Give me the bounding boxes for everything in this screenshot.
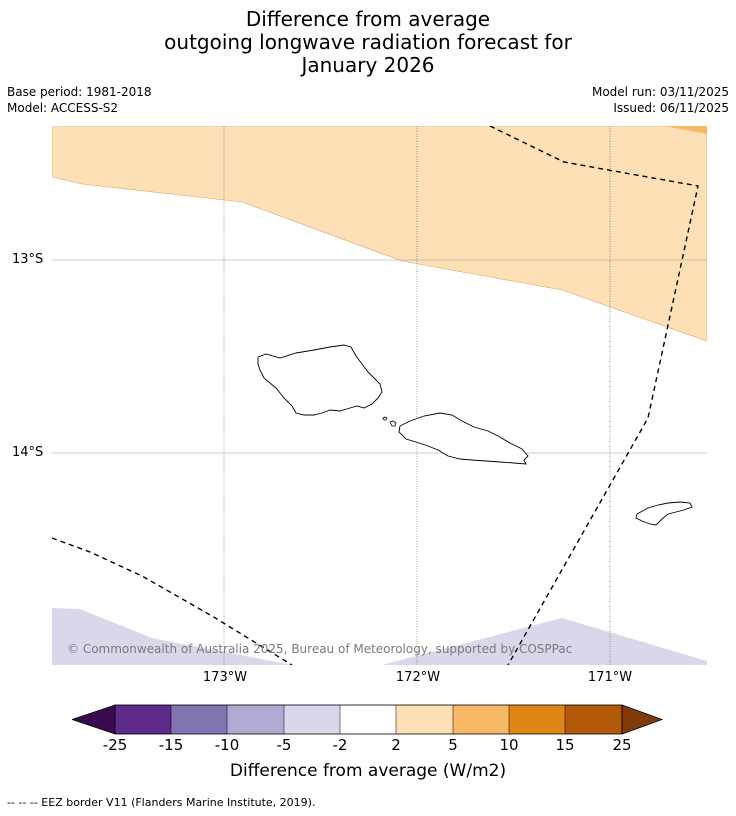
colorbar-arrow-low xyxy=(72,704,116,735)
colorbar-tick: 15 xyxy=(555,736,575,754)
colorbar-label: Difference from average (W/m2) xyxy=(229,761,507,781)
colorbar-arrow-high xyxy=(621,704,664,735)
base-period: Base period: 1981-2018 xyxy=(7,85,152,99)
map-panel xyxy=(52,126,707,665)
issued-date: Issued: 06/11/2025 xyxy=(613,101,729,115)
lat-label-14s: 14°S xyxy=(12,445,44,460)
colorbar-tick: -15 xyxy=(158,736,184,754)
colorbar-bin-neg15-neg10 xyxy=(171,705,227,734)
anomaly-area-neg5-neg2 xyxy=(52,608,292,665)
colorbar-bin-neg5-neg2 xyxy=(284,705,340,734)
colorbar-bin-neg25-neg15 xyxy=(115,705,171,734)
lon-label-173w: 173°W xyxy=(202,670,248,685)
title-line-3: January 2026 xyxy=(301,53,435,77)
eez-footnote: -- -- -- EEZ border V11 (Flanders Marine… xyxy=(7,796,316,809)
lon-label-171w: 171°W xyxy=(587,670,633,685)
colorbar-bin-10-15 xyxy=(509,705,565,734)
anomaly-area-5-10 xyxy=(664,126,707,134)
anomaly-area-2-5 xyxy=(52,126,707,342)
colorbar-tick: 5 xyxy=(448,736,458,754)
colorbar-tick: -5 xyxy=(276,736,292,754)
colorbar-bin-neg10-neg5 xyxy=(227,705,284,734)
meta-right: Model run: 03/11/2025 Issued: 06/11/2025 xyxy=(592,84,729,116)
eez-border-south xyxy=(52,537,293,665)
title-line-1: Difference from average xyxy=(245,7,491,31)
colorbar-bin-neg2-2 xyxy=(340,705,396,734)
meta-left: Base period: 1981-2018 Model: ACCESS-S2 xyxy=(7,84,152,116)
colorbar-tick: 10 xyxy=(499,736,519,754)
colorbar-bin-2-5 xyxy=(396,705,453,734)
island-apolima xyxy=(382,416,388,421)
island-tutuila xyxy=(635,501,693,526)
lon-label-172w: 172°W xyxy=(395,670,441,685)
colorbar-bin-15-25 xyxy=(565,705,622,734)
colorbar-tick: 2 xyxy=(391,736,401,754)
map-svg xyxy=(52,126,707,665)
colorbar-tick: -25 xyxy=(102,736,128,754)
colorbar-tick: -2 xyxy=(332,736,348,754)
chart-title: Difference from average outgoing longwav… xyxy=(0,8,736,77)
colorbar-tick: 25 xyxy=(612,736,632,754)
island-upolu xyxy=(398,412,529,465)
island-manono xyxy=(389,420,397,427)
model-run: Model run: 03/11/2025 xyxy=(591,85,729,99)
anomaly-area-neg5-neg2-east xyxy=(382,618,707,665)
eez-border-north xyxy=(489,126,699,665)
copyright-notice: © Commonwealth of Australia 2025, Bureau… xyxy=(67,642,573,656)
lat-label-13s: 13°S xyxy=(12,252,44,267)
model-name: Model: ACCESS-S2 xyxy=(7,101,119,115)
island-savaii xyxy=(257,344,383,416)
title-line-2: outgoing longwave radiation forecast for xyxy=(164,30,572,54)
colorbar xyxy=(72,704,664,735)
colorbar-bin-5-10 xyxy=(453,705,509,734)
colorbar-tick: -10 xyxy=(214,736,240,754)
colorbar-frame xyxy=(114,704,623,735)
